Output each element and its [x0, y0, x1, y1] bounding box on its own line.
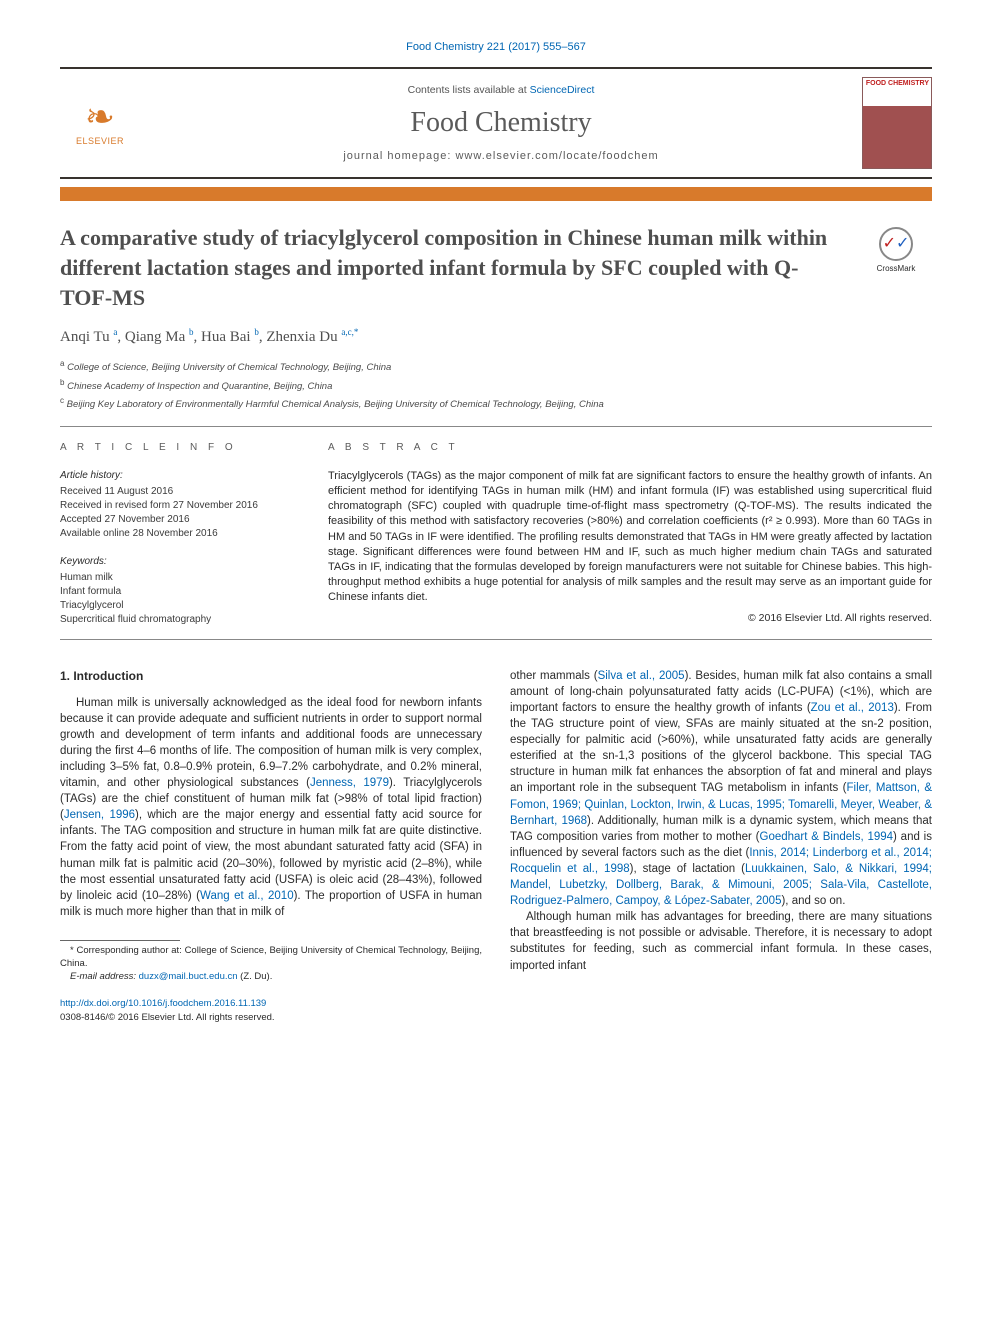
text-run: ), stage of lactation (	[630, 863, 745, 875]
doi-link[interactable]: http://dx.doi.org/10.1016/j.foodchem.201…	[60, 998, 266, 1009]
affiliation: a College of Science, Beijing University…	[60, 358, 932, 374]
abstract: A B S T R A C T Triacylglycerols (TAGs) …	[328, 441, 932, 627]
affiliation: b Chinese Academy of Inspection and Quar…	[60, 377, 932, 393]
crossmark-icon: ✓✓	[879, 227, 913, 261]
article-info-abstract: A R T I C L E I N F O Article history: R…	[60, 441, 932, 627]
body-columns: 1. Introduction Human milk is universall…	[60, 668, 932, 984]
citation-link[interactable]: Jenness, 1979	[310, 777, 389, 789]
text-run: other mammals (	[510, 670, 598, 682]
text-run: ), which are the major energy and essent…	[60, 809, 482, 901]
text-run: ), and so on.	[781, 895, 845, 907]
history-label: Article history:	[60, 469, 300, 483]
section-heading: 1. Introduction	[60, 668, 482, 685]
history-line: Received in revised form 27 November 201…	[60, 499, 300, 513]
doi-line: http://dx.doi.org/10.1016/j.foodchem.201…	[60, 997, 932, 1010]
rule	[60, 639, 932, 640]
article-page: Food Chemistry 221 (2017) 555–567 ❧ ELSE…	[0, 0, 992, 1054]
contents-line: Contents lists available at ScienceDirec…	[140, 83, 862, 98]
citation-link[interactable]: Jensen, 1996	[64, 809, 135, 821]
citation-link[interactable]: Goedhart & Bindels, 1994	[760, 831, 894, 843]
history-line: Available online 28 November 2016	[60, 527, 300, 541]
article-info: A R T I C L E I N F O Article history: R…	[60, 441, 300, 627]
homepage-line: journal homepage: www.elsevier.com/locat…	[140, 149, 862, 164]
cover-title: FOOD CHEMISTRY	[863, 78, 931, 106]
journal-cover-thumb: FOOD CHEMISTRY	[862, 77, 932, 169]
text-run: ). From the TAG structure point of view,…	[510, 702, 932, 794]
elsevier-tree-icon: ❧	[85, 99, 115, 135]
keywords-block: Keywords: Human milkInfant formulaTriacy…	[60, 555, 300, 627]
journal-reference: Food Chemistry 221 (2017) 555–567	[60, 40, 932, 55]
abstract-text: Triacylglycerols (TAGs) as the major com…	[328, 469, 932, 606]
email-link[interactable]: duzx@mail.buct.edu.cn	[139, 971, 238, 982]
elsevier-label: ELSEVIER	[76, 135, 124, 148]
cover-art	[863, 106, 931, 168]
abstract-head: A B S T R A C T	[328, 441, 932, 455]
journal-title: Food Chemistry	[140, 103, 862, 142]
keyword: Human milk	[60, 571, 300, 585]
crossmark-badge[interactable]: ✓✓ CrossMark	[860, 227, 932, 274]
keyword: Infant formula	[60, 585, 300, 599]
body-paragraph: Although human milk has advantages for b…	[510, 909, 932, 973]
elsevier-logo: ❧ ELSEVIER	[60, 99, 140, 148]
issn-line: 0308-8146/© 2016 Elsevier Ltd. All right…	[60, 1011, 932, 1024]
keyword: Triacylglycerol	[60, 599, 300, 613]
header-center: Contents lists available at ScienceDirec…	[140, 83, 862, 164]
history-line: Accepted 27 November 2016	[60, 513, 300, 527]
email-line: E-mail address: duzx@mail.buct.edu.cn (Z…	[60, 971, 482, 984]
email-suffix: (Z. Du).	[240, 971, 272, 982]
keywords-label: Keywords:	[60, 555, 300, 569]
contents-prefix: Contents lists available at	[408, 84, 530, 96]
column-left: 1. Introduction Human milk is universall…	[60, 668, 482, 984]
affiliation: c Beijing Key Laboratory of Environmenta…	[60, 395, 932, 411]
article-title: A comparative study of triacylglycerol c…	[60, 223, 850, 312]
citation-link[interactable]: Wang et al., 2010	[200, 890, 294, 902]
accent-bar	[60, 187, 932, 201]
footnote-rule	[60, 940, 180, 941]
keyword: Supercritical fluid chromatography	[60, 613, 300, 627]
email-label: E-mail address:	[70, 971, 136, 982]
rule	[60, 426, 932, 427]
text-run: Human milk is universally acknowledged a…	[60, 697, 482, 789]
body-paragraph: Human milk is universally acknowledged a…	[60, 695, 482, 920]
abstract-copyright: © 2016 Elsevier Ltd. All rights reserved…	[328, 611, 932, 626]
affiliations: a College of Science, Beijing University…	[60, 358, 932, 411]
citation-link[interactable]: Zou et al., 2013	[811, 702, 894, 714]
corresponding-author: * Corresponding author at: College of Sc…	[60, 945, 482, 971]
title-row: A comparative study of triacylglycerol c…	[60, 223, 932, 326]
history-line: Received 11 August 2016	[60, 485, 300, 499]
citation-link[interactable]: Silva et al., 2005	[598, 670, 685, 682]
journal-header: ❧ ELSEVIER Contents lists available at S…	[60, 67, 932, 179]
article-info-head: A R T I C L E I N F O	[60, 441, 300, 455]
body-paragraph: other mammals (Silva et al., 2005). Besi…	[510, 668, 932, 909]
authors: Anqi Tu a, Qiang Ma b, Hua Bai b, Zhenxi…	[60, 326, 932, 348]
sciencedirect-link[interactable]: ScienceDirect	[530, 84, 595, 96]
column-right: other mammals (Silva et al., 2005). Besi…	[510, 668, 932, 984]
crossmark-label: CrossMark	[877, 263, 916, 274]
